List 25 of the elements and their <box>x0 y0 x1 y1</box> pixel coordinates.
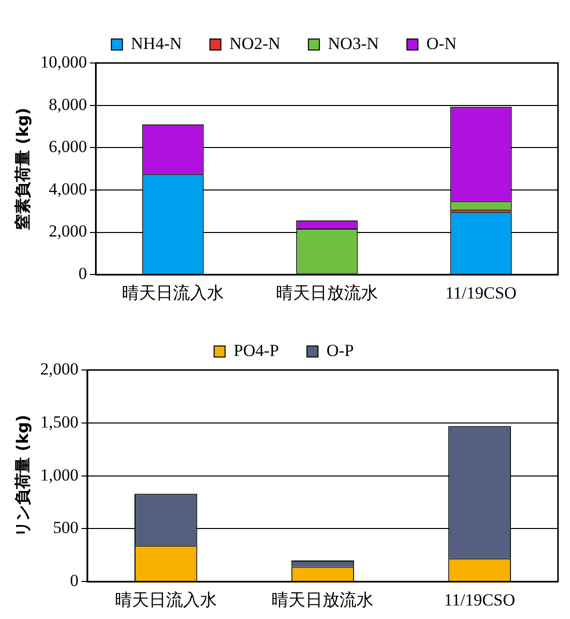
y-tick-label: 10,000 <box>40 52 87 72</box>
y-tick-label: 2,000 <box>48 222 87 241</box>
x-tick-label: 晴天日流入水 <box>114 590 217 610</box>
legend-label: PO4-P <box>234 340 279 360</box>
y-tick-label: 1,500 <box>40 412 78 432</box>
legend-label: NH4-N <box>130 34 182 53</box>
x-tick-label: 11/19CSO <box>445 283 517 302</box>
y-tick-label: 2,000 <box>40 359 78 378</box>
y-tick-label: 8,000 <box>48 94 87 114</box>
legend-label: NO2-N <box>229 34 280 53</box>
y-tick-label: 4,000 <box>48 179 87 198</box>
legend-label: NO3-N <box>328 34 379 53</box>
y-axis-title: リン負荷量 (kg) <box>12 414 32 537</box>
y-tick-label: 500 <box>52 518 78 538</box>
y-tick-label: 6,000 <box>48 137 87 156</box>
y-tick-label: 1,000 <box>40 465 78 484</box>
y-tick-label: 0 <box>70 571 78 590</box>
legend-label: O-N <box>426 34 457 53</box>
legend-label: O-P <box>326 340 354 360</box>
x-tick-label: 晴天日放流水 <box>276 283 378 302</box>
x-tick-label: 11/19CSO <box>444 590 516 610</box>
y-axis-title: 窒素負荷量 (kg) <box>12 108 32 230</box>
x-tick-label: 晴天日放流水 <box>272 590 374 610</box>
y-tick-label: 0 <box>78 264 87 284</box>
x-tick-label: 晴天日流入水 <box>122 283 224 302</box>
